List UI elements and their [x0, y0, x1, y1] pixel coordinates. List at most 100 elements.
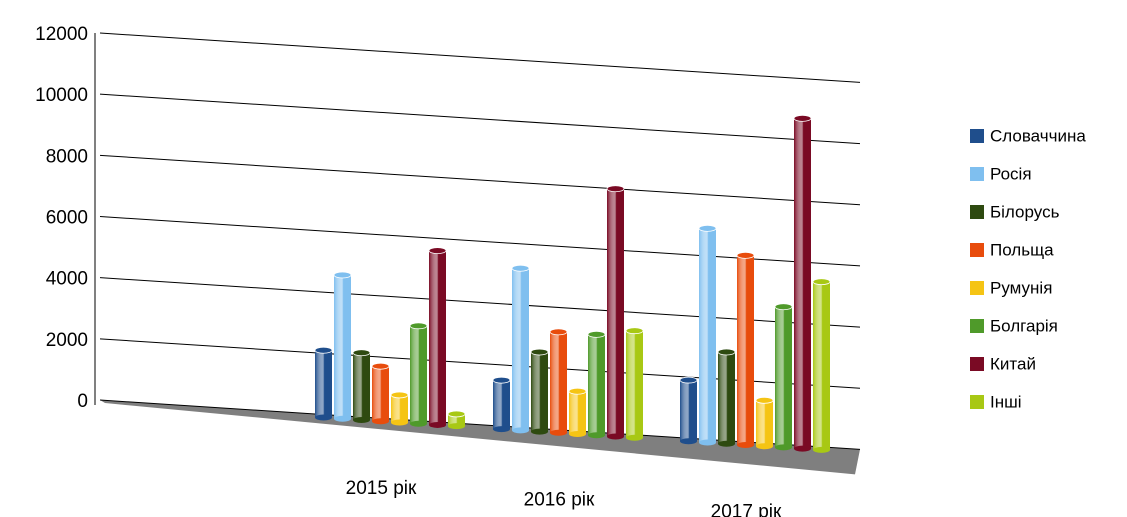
bar-bottom: [794, 445, 811, 452]
legend-swatch: [970, 205, 984, 219]
bar-bottom: [550, 429, 567, 436]
bar-shade: [718, 351, 735, 444]
y-tick-label: 12000: [35, 24, 88, 45]
legend-swatch: [970, 243, 984, 257]
bar-top: [447, 410, 466, 418]
bar-shade: [794, 118, 811, 449]
bar-bottom: [607, 433, 624, 440]
x-tick-label: 2015 рік: [346, 478, 417, 499]
bar-shade: [372, 366, 389, 422]
bar-bottom: [410, 420, 427, 427]
bar-bottom: [737, 441, 754, 448]
bar-shade: [813, 281, 830, 450]
legend-label: Інші: [990, 392, 1022, 411]
bar-top: [736, 251, 755, 259]
bar-bottom: [391, 419, 408, 426]
legend-swatch: [970, 167, 984, 181]
bar-top: [717, 348, 736, 356]
grid-line: [99, 93, 861, 145]
bar-shade: [429, 250, 446, 425]
bar-top: [587, 330, 606, 338]
legend-swatch: [970, 129, 984, 143]
y-tick-label: 6000: [46, 208, 88, 229]
bar-shade: [626, 330, 643, 438]
bar-top: [568, 387, 587, 395]
bar-top: [314, 346, 333, 354]
bar-shade: [531, 352, 548, 432]
y-tick-label: 0: [77, 391, 88, 412]
bar-top: [371, 362, 390, 370]
legend-swatch: [970, 395, 984, 409]
floor: [100, 400, 860, 475]
bar-shade: [391, 394, 408, 423]
bar-top: [409, 322, 428, 330]
bar-bottom: [493, 426, 510, 433]
legend: Словаччина Росія Білорусь Польща Румунія Болг…: [970, 126, 1086, 411]
y-tick-label: 4000: [46, 269, 88, 290]
y-tick-label: 2000: [46, 330, 88, 351]
y-tick-label: 10000: [35, 85, 88, 106]
bar-shade: [334, 275, 351, 419]
bar-top: [390, 391, 409, 399]
bar-top: [530, 348, 549, 356]
bar-shade: [756, 400, 773, 447]
legend-swatch: [970, 281, 984, 295]
bar-bottom: [699, 439, 716, 446]
x-tick-label: 2016 рік: [524, 490, 595, 511]
bar-bottom: [334, 415, 351, 422]
grid-line: [99, 277, 861, 328]
x-tick-label: 2017 рік: [711, 502, 782, 517]
bar-shade: [737, 255, 754, 445]
bar-bottom: [512, 427, 529, 434]
legend-swatch: [970, 357, 984, 371]
bar-bottom: [531, 428, 548, 435]
bar-bottom: [353, 416, 370, 423]
bar-top: [428, 247, 447, 255]
bar-top: [774, 303, 793, 311]
bar-shade: [410, 325, 427, 424]
legend-swatch: [970, 319, 984, 333]
bar-bottom: [775, 444, 792, 451]
bar-top: [625, 327, 644, 335]
bar-bottom: [756, 443, 773, 450]
bar-top: [755, 396, 774, 404]
bar-top: [606, 185, 625, 193]
bar-shade: [588, 334, 605, 436]
bar-top: [679, 376, 698, 384]
bar-top: [549, 328, 568, 336]
bar-shade: [353, 352, 370, 420]
bar-bottom: [448, 423, 465, 430]
legend-label: Словаччина: [990, 126, 1086, 145]
bar-shade: [607, 188, 624, 437]
grid-line: [99, 216, 861, 267]
bar-shade: [550, 331, 567, 433]
legend-label: Польща: [990, 240, 1054, 259]
bar-shade: [493, 380, 510, 430]
bar-bottom: [626, 434, 643, 441]
bar-top: [698, 225, 717, 232]
legend-label: Болгарія: [990, 316, 1058, 335]
bar-shade: [680, 380, 697, 442]
bar-shade: [775, 306, 792, 448]
bar-bottom: [315, 414, 332, 421]
legend-label: Росія: [990, 164, 1032, 183]
bar-bottom: [813, 446, 830, 453]
legend-label: Китай: [990, 354, 1036, 373]
grid-line: [99, 32, 861, 83]
bar-top: [812, 278, 831, 286]
bar-bottom: [372, 418, 389, 425]
bar-top: [793, 114, 812, 122]
bar-top: [511, 264, 530, 272]
bar-bottom: [680, 438, 697, 445]
bar-top: [492, 376, 511, 384]
bar-bottom: [429, 421, 446, 428]
y-tick-label: 8000: [46, 146, 88, 167]
bar-shade: [699, 228, 716, 443]
grid-line: [99, 154, 861, 206]
bar-shade: [315, 350, 332, 418]
bar-shade: [569, 391, 586, 435]
bar-top: [333, 271, 352, 279]
bar-top: [352, 349, 371, 357]
legend-label: Румунія: [990, 278, 1052, 297]
